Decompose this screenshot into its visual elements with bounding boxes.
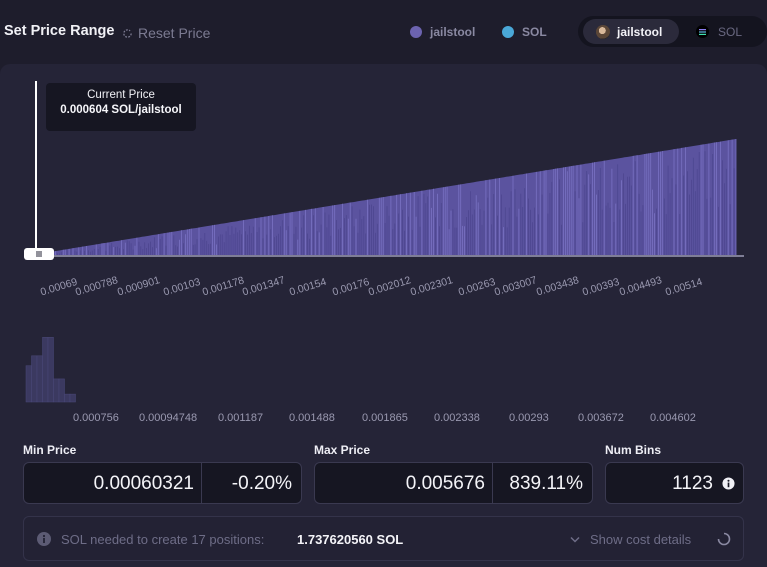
- legend-jailstool: jailstool: [410, 25, 475, 39]
- preview-bar: [53, 378, 60, 403]
- min-price-percent[interactable]: -0.20%: [231, 473, 292, 494]
- toggle-sol[interactable]: SOL: [696, 19, 742, 44]
- preview-bar: [36, 355, 43, 403]
- price-range-chart[interactable]: [0, 0, 767, 430]
- preview-tick-label: 0.004602: [650, 412, 696, 424]
- tooltip-value: 0.000604 SOL/jailstool: [60, 104, 182, 116]
- refresh-icon: [123, 28, 132, 38]
- preview-tick-label: 0.001865: [362, 412, 408, 424]
- chevron-down-icon: [570, 536, 580, 543]
- toggle-jailstool-label: jailstool: [617, 24, 663, 39]
- current-price-tooltip: Current Price 0.000604 SOL/jailstool: [46, 83, 196, 131]
- num-bins-label: Num Bins: [605, 443, 662, 457]
- preview-bar: [58, 378, 65, 403]
- max-price-input[interactable]: 0.005676: [405, 473, 485, 494]
- legend-label: jailstool: [430, 25, 476, 39]
- preview-bar: [25, 365, 32, 403]
- num-bins-input[interactable]: 1123: [672, 473, 713, 494]
- field-divider: [492, 463, 493, 503]
- preview-tick-label: 0.00094748: [139, 412, 198, 424]
- cost-summary: SOL needed to create 17 positions: 1.737…: [23, 516, 744, 561]
- preview-bar: [47, 337, 54, 403]
- preview-tick-label: 0.003672: [578, 412, 624, 424]
- token-toggle: jailstool SOL: [578, 16, 767, 47]
- max-price-label: Max Price: [314, 443, 371, 457]
- info-icon: [37, 532, 51, 546]
- page-title: Set Price Range: [4, 23, 115, 39]
- preview-tick-label: 0.001488: [289, 412, 335, 424]
- max-price-percent[interactable]: 839.11%: [509, 473, 583, 494]
- legend-sol: SOL: [502, 25, 547, 39]
- preview-tick-label: 0.001187: [218, 412, 264, 424]
- show-cost-details-label: Show cost details: [590, 532, 692, 547]
- toggle-jailstool[interactable]: jailstool: [583, 19, 679, 44]
- legend-dot: [502, 26, 514, 38]
- sol-logo-icon: [696, 25, 709, 38]
- reset-price-button[interactable]: Reset Price: [122, 25, 210, 41]
- loading-spinner-icon: [717, 532, 731, 546]
- cost-amount: 1.737620560 SOL: [297, 532, 404, 547]
- preview-bar: [42, 337, 49, 403]
- num-bins-field[interactable]: 1123: [605, 462, 744, 504]
- min-price-field[interactable]: 0.00060321 -0.20%: [23, 462, 302, 504]
- liquidity-area: [40, 139, 736, 256]
- preview-bar: [69, 393, 76, 403]
- info-icon[interactable]: [722, 477, 735, 490]
- max-price-field[interactable]: 0.005676 839.11%: [314, 462, 593, 504]
- cost-message: SOL needed to create 17 positions:: [61, 532, 265, 547]
- preview-bar: [64, 393, 71, 403]
- field-divider: [201, 463, 202, 503]
- preview-bar: [31, 355, 38, 403]
- toggle-sol-label: SOL: [718, 24, 743, 39]
- preview-tick-label: 0.000756: [73, 412, 119, 424]
- header: Set Price Range Reset Price jailstool SO…: [0, 0, 767, 64]
- preview-tick-label: 0.00293: [509, 412, 549, 424]
- legend-label: SOL: [522, 25, 547, 39]
- jailstool-avatar-icon: [596, 24, 610, 39]
- legend-dot: [410, 26, 422, 38]
- reset-price-label: Reset Price: [138, 25, 211, 41]
- min-price-label: Min Price: [23, 443, 77, 457]
- min-price-input[interactable]: 0.00060321: [93, 473, 194, 494]
- show-cost-details-button[interactable]: Show cost details: [570, 532, 691, 547]
- tooltip-title: Current Price: [87, 89, 155, 101]
- preview-tick-label: 0.002338: [434, 412, 480, 424]
